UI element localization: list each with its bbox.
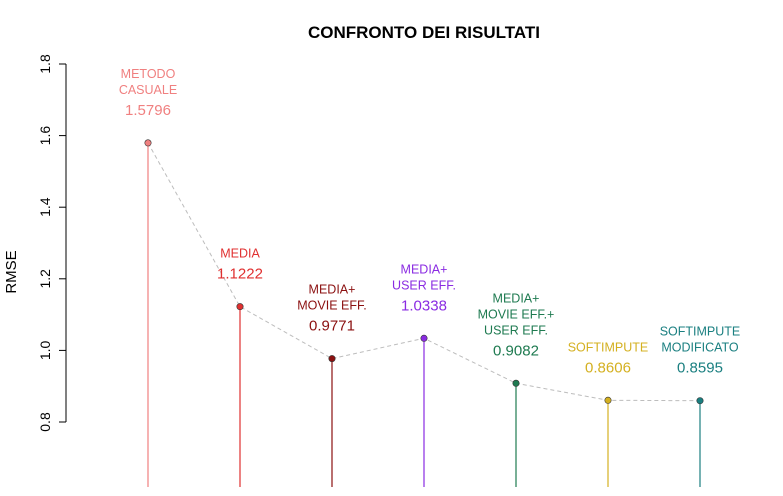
data-point: [512, 379, 520, 387]
data-point: [328, 355, 336, 363]
category-label: MEDIA: [220, 247, 260, 261]
y-tick-label: 1.2: [37, 269, 53, 289]
category-label: MEDIA+: [309, 283, 356, 297]
value-label: 1.0338: [401, 297, 447, 314]
y-axis-ticks: 0.8 1.0 1.2 1.4 1.6 1.8: [37, 54, 66, 432]
value-label: 0.8606: [585, 359, 631, 376]
category-label: SOFTIMPUTE: [660, 325, 741, 339]
data-point: [420, 334, 428, 342]
value-label: 0.9771: [309, 318, 355, 335]
category-label: CASUALE: [119, 83, 177, 97]
category-label: MEDIA+: [401, 262, 448, 276]
data-point: [604, 396, 612, 404]
y-tick-label: 1.6: [37, 126, 53, 146]
y-tick-label: 1.8: [37, 54, 53, 74]
data-point: [696, 397, 704, 405]
data-point: [144, 139, 152, 147]
value-label: 1.1222: [217, 266, 263, 283]
category-label: MOVIE EFF.: [297, 299, 366, 313]
y-tick-label: 0.8: [37, 412, 53, 432]
category-label: USER EFF.: [392, 278, 456, 292]
y-tick-label: 1.0: [37, 340, 53, 360]
value-label: 1.5796: [125, 102, 171, 119]
category-label: SOFTIMPUTE: [568, 340, 649, 354]
data-point: [236, 303, 244, 311]
chart-title: CONFRONTO DEI RISULTATI: [308, 23, 540, 42]
y-tick-label: 1.4: [37, 197, 53, 217]
category-label: USER EFF.: [484, 323, 548, 337]
data-marks: [144, 139, 704, 487]
value-label: 0.8595: [677, 360, 723, 377]
data-labels: 1.5796 METODO CASUALE 1.1222 MEDIA 0.9771 MEDI…: [119, 67, 740, 377]
value-label: 0.9082: [493, 342, 539, 359]
category-label: MOVIE EFF.+: [478, 307, 555, 321]
category-label: MEDIA+: [493, 291, 540, 305]
category-label: METODO: [121, 67, 176, 81]
category-label: MODIFICATO: [661, 341, 739, 355]
y-axis-label: RMSE: [3, 250, 20, 293]
